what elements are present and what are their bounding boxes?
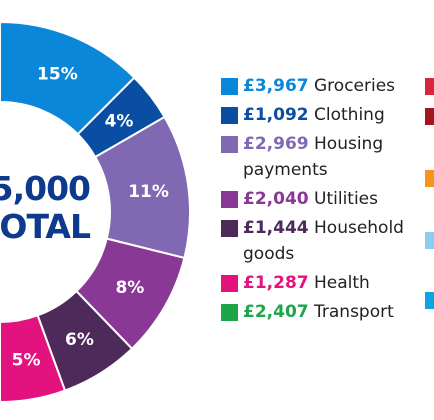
legend-label: Utilities bbox=[308, 189, 378, 209]
legend-item-transport: £2,407 Transport bbox=[221, 301, 421, 325]
percent-label-health: 5% bbox=[12, 351, 41, 371]
percent-label-groceries: 15% bbox=[37, 64, 78, 84]
legend-item-housing: £2,969 Housing payments bbox=[221, 133, 421, 183]
legend-swatch bbox=[221, 220, 238, 237]
legend-item-utilities: £2,040 Utilities bbox=[221, 188, 421, 212]
legend-item-clothing: £1,092 Clothing bbox=[221, 104, 421, 128]
legend-amount: £3,967 bbox=[243, 76, 309, 96]
legend-amount: £2,040 bbox=[243, 189, 309, 209]
legend: £3,967 Groceries £1,092 Clothing £2,969 Ho… bbox=[221, 75, 421, 330]
edge-swatch bbox=[425, 232, 434, 249]
legend-item-groceries: £3,967 Groceries bbox=[221, 75, 421, 99]
legend-label: Health bbox=[308, 273, 370, 293]
edge-swatch bbox=[425, 78, 434, 95]
total-line-1: 5,000 bbox=[0, 169, 91, 208]
percent-label-housing: 11% bbox=[128, 182, 169, 202]
legend-amount: £2,969 bbox=[243, 134, 309, 154]
legend-item-household: £1,444 Household goods bbox=[221, 217, 421, 267]
legend-swatch bbox=[221, 304, 238, 321]
legend-item-health: £1,287 Health bbox=[221, 272, 421, 296]
total-line-2: OTAL bbox=[0, 207, 91, 246]
percent-label-clothing: 4% bbox=[105, 112, 134, 132]
legend-amount: £2,407 bbox=[243, 302, 309, 322]
legend-label: Housing payments bbox=[243, 134, 384, 180]
legend-swatch bbox=[221, 191, 238, 208]
edge-swatch bbox=[425, 292, 434, 309]
edge-swatch bbox=[425, 108, 434, 125]
legend-amount: £1,444 bbox=[243, 218, 309, 238]
legend-swatch bbox=[221, 107, 238, 124]
legend-swatch bbox=[221, 136, 238, 153]
legend-amount: £1,092 bbox=[243, 105, 309, 125]
legend-label: Transport bbox=[308, 302, 394, 322]
percent-label-household: 6% bbox=[65, 330, 94, 350]
legend-amount: £1,287 bbox=[243, 273, 309, 293]
legend-swatch bbox=[221, 78, 238, 95]
percent-label-utilities: 8% bbox=[115, 278, 144, 298]
legend-label: Groceries bbox=[308, 76, 396, 96]
edge-swatch bbox=[425, 170, 434, 187]
legend-label: Clothing bbox=[308, 105, 385, 125]
legend-swatch bbox=[221, 275, 238, 292]
legend-label: Household goods bbox=[243, 218, 404, 264]
